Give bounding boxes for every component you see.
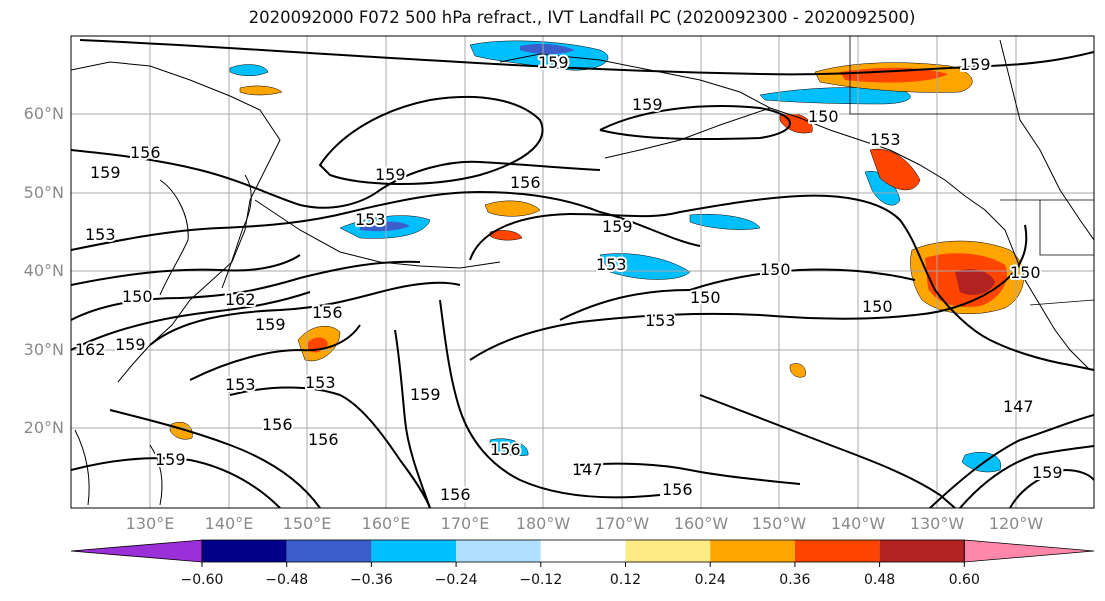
contour-label: 159 [255, 315, 286, 334]
page-title: 2020092000 F072 500 hPa refract., IVT La… [248, 8, 916, 27]
contour-label: 153 [596, 255, 627, 274]
contour-label: 153 [85, 225, 116, 244]
lon-label: 170°E [440, 514, 490, 533]
ivt-patch-negative [520, 43, 575, 55]
colorbar-segment [456, 540, 541, 562]
colorbar-segment [879, 540, 965, 562]
ivt-patch-positive [840, 67, 948, 83]
contour-label: 159 [960, 55, 991, 74]
contour-label: 147 [572, 460, 603, 479]
ivt-patch-negative [469, 40, 609, 71]
ivt-patch-positive [955, 269, 995, 295]
contour-label: 159 [632, 95, 663, 114]
contour-label: 159 [602, 217, 633, 236]
lon-label: 140°W [830, 514, 886, 533]
colorbar-segment [794, 540, 880, 562]
contour-label: 150 [1010, 263, 1041, 282]
contour-label: 153 [645, 311, 676, 330]
contour-label: 159 [90, 163, 121, 182]
ivt-patch-negative [759, 87, 911, 105]
ivt-patch-positive [484, 200, 541, 217]
contour-label: 150 [760, 260, 791, 279]
colorbar-tick-label: 0.36 [779, 572, 811, 588]
colorbar-segment [202, 540, 287, 562]
colorbar-segment [540, 540, 626, 562]
contour-label: 156 [662, 480, 693, 499]
lon-label: 140°E [204, 514, 254, 533]
colorbar-extend-min [70, 539, 203, 563]
lon-label: 130°E [125, 514, 175, 533]
lat-label: 40°N [23, 261, 64, 280]
colorbar-tick-label: 0.48 [864, 572, 896, 588]
contour-label: 159 [155, 450, 186, 469]
ivt-patch-positive [869, 148, 921, 191]
map-frame [70, 35, 1095, 509]
contour-label: 159 [115, 335, 146, 354]
colorbar-tick-label: −0.12 [519, 572, 563, 588]
colorbar-segment [710, 540, 795, 562]
colorbar-tick-label: 0.24 [694, 572, 726, 588]
colorbar-tick-label: −0.36 [349, 572, 393, 588]
map-area: 159 159 156 159 159 156 153 153 159 153 … [71, 36, 1094, 508]
lat-label: 20°N [23, 418, 64, 437]
contour-label: 156 [440, 485, 471, 504]
contour-label: 156 [308, 430, 339, 449]
colorbar-tick-label: −0.60 [180, 572, 224, 588]
contour-label: 150 [122, 287, 153, 306]
colorbar-tick-label: 0.12 [609, 572, 642, 588]
contour-label: 159 [538, 53, 569, 72]
ivt-patch-positive [789, 363, 806, 378]
colorbar-segment [371, 540, 457, 562]
ivt-patch-positive [489, 230, 523, 241]
contour-label: 162 [225, 290, 256, 309]
coastlines [71, 39, 1094, 506]
colorbar-segment [286, 540, 372, 562]
contour-label: 159 [410, 385, 441, 404]
contour-label: 159 [375, 165, 406, 184]
contour-label: 156 [130, 143, 161, 162]
ivt-patch-positive [239, 85, 283, 96]
ivt-patch-negative [360, 221, 410, 232]
colorbar-tick-label: −0.24 [434, 572, 478, 588]
lon-label: 150°W [751, 514, 807, 533]
contour-label: 153 [870, 130, 901, 149]
ivt-patch-negative [229, 64, 269, 76]
contour-label: 156 [262, 415, 293, 434]
lon-label: 180°W [515, 514, 571, 533]
contour-label: 156 [510, 173, 541, 192]
colorbar [70, 539, 1095, 567]
lat-label: 30°N [23, 340, 64, 359]
contour-label: 150 [808, 107, 839, 126]
contour-labels: 159 159 156 159 159 156 153 153 159 153 … [73, 51, 1065, 506]
colorbar-segment [625, 540, 711, 562]
contour-label: 156 [490, 440, 521, 459]
lon-label: 160°E [361, 514, 411, 533]
ivt-shading [169, 40, 1024, 473]
refractivity-contours [71, 39, 1094, 508]
lon-label: 160°W [673, 514, 729, 533]
contour-label: 153 [305, 373, 336, 392]
lon-label: 150°E [282, 514, 332, 533]
lon-label: 120°W [988, 514, 1044, 533]
contour-label: 150 [690, 288, 721, 307]
lon-label: 170°W [594, 514, 650, 533]
contour-label: 153 [355, 210, 386, 229]
contour-label: 156 [312, 303, 343, 322]
lat-label: 60°N [23, 104, 64, 123]
lat-label: 50°N [23, 183, 64, 202]
lon-label: 130°W [909, 514, 965, 533]
colorbar-tick-label: −0.48 [265, 572, 309, 588]
contour-label: 162 [75, 340, 106, 359]
contour-label: 147 [1003, 397, 1034, 416]
political-borders [849, 36, 1094, 306]
colorbar-extend-max [963, 539, 1095, 563]
contour-label: 150 [862, 297, 893, 316]
ivt-patch-negative [489, 438, 529, 456]
colorbar-tick-label: 0.60 [948, 572, 980, 588]
contour-label: 159 [1032, 463, 1063, 482]
contour-label: 153 [225, 375, 256, 394]
